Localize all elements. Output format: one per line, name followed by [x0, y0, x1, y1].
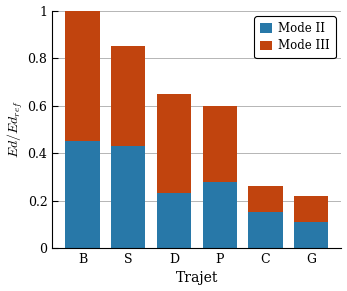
Bar [111, 146, 145, 248]
Bar [111, 46, 145, 146]
Bar [66, 10, 100, 141]
Bar [203, 182, 237, 248]
Bar [294, 196, 328, 222]
Bar [66, 141, 100, 248]
X-axis label: Trajet: Trajet [176, 272, 218, 285]
Bar [248, 186, 282, 212]
Bar [157, 194, 191, 248]
Bar [248, 212, 282, 248]
Legend: Mode II, Mode III: Mode II, Mode III [254, 17, 336, 58]
Bar [203, 106, 237, 182]
Y-axis label: $Ed/Ed_{ref}$: $Ed/Ed_{ref}$ [6, 100, 25, 158]
Bar [294, 222, 328, 248]
Bar [157, 94, 191, 194]
